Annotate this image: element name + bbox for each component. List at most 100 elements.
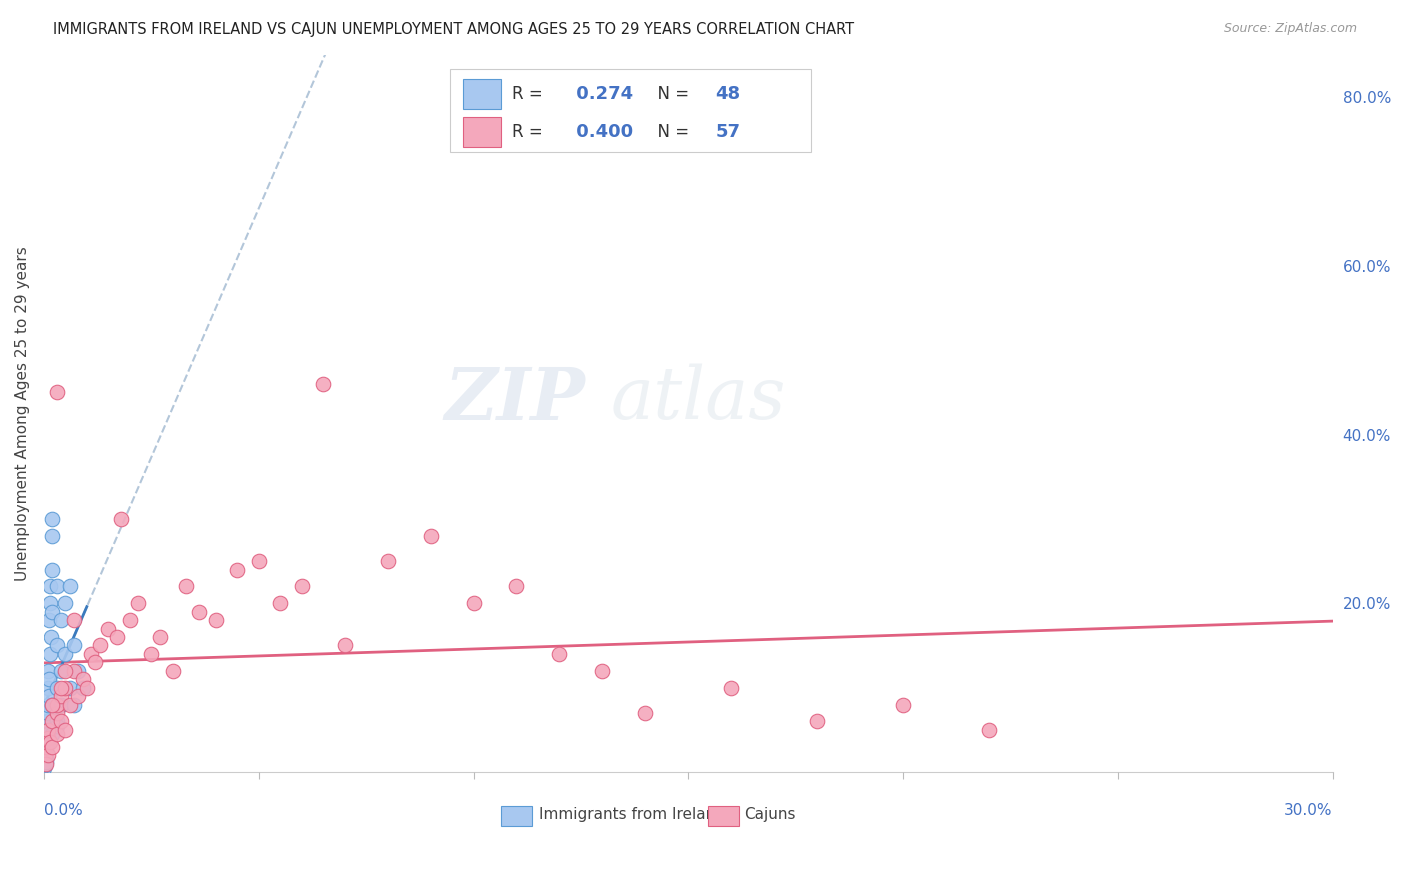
Text: Immigrants from Ireland: Immigrants from Ireland <box>538 807 725 822</box>
Point <box>45 727 67 741</box>
Point <box>35 731 58 746</box>
Point <box>38 689 60 703</box>
Point <box>41 512 63 526</box>
Text: R =: R = <box>512 123 548 141</box>
Point <box>37 706 59 720</box>
Point <box>41 605 63 619</box>
Point <box>41 739 63 754</box>
Point <box>63 613 86 627</box>
Point <box>37 748 59 763</box>
Point <box>34 756 56 771</box>
Point <box>45 639 67 653</box>
Point <box>37 681 59 695</box>
Point <box>312 377 335 392</box>
Point <box>67 664 90 678</box>
Point <box>977 723 1000 737</box>
Bar <box>463 78 502 109</box>
Point <box>720 681 742 695</box>
Point <box>37 664 59 678</box>
Point <box>38 672 60 686</box>
Point <box>63 664 86 678</box>
Point <box>45 714 67 729</box>
Point <box>39 630 62 644</box>
Point <box>72 672 94 686</box>
Point <box>41 698 63 712</box>
Point <box>53 723 76 737</box>
Point <box>37 723 59 737</box>
Point <box>110 512 132 526</box>
Point <box>49 714 72 729</box>
Point <box>591 664 613 678</box>
Point <box>505 579 527 593</box>
Point <box>333 639 356 653</box>
Point <box>97 622 120 636</box>
Point <box>127 596 149 610</box>
Point <box>41 529 63 543</box>
Point <box>84 656 107 670</box>
Point <box>49 698 72 712</box>
Point <box>45 681 67 695</box>
Point <box>419 529 441 543</box>
Point <box>41 727 63 741</box>
Point <box>35 739 58 754</box>
Text: Source: ZipAtlas.com: Source: ZipAtlas.com <box>1223 22 1357 36</box>
Point <box>59 698 82 712</box>
Point <box>49 689 72 703</box>
Point <box>34 748 56 763</box>
Point <box>63 639 86 653</box>
Point <box>463 596 485 610</box>
Point <box>806 714 828 729</box>
Point <box>34 756 56 771</box>
Point <box>53 664 76 678</box>
Point <box>39 735 62 749</box>
Text: 0.400: 0.400 <box>569 123 633 141</box>
Point <box>37 731 59 746</box>
Point <box>174 579 197 593</box>
Text: 48: 48 <box>716 85 741 103</box>
Point <box>72 681 94 695</box>
Text: ZIP: ZIP <box>444 364 585 434</box>
Text: Cajuns: Cajuns <box>744 807 796 822</box>
Point <box>35 714 58 729</box>
Point <box>37 735 59 749</box>
Point <box>118 613 141 627</box>
Point <box>45 385 67 400</box>
Point <box>34 756 56 771</box>
Point <box>269 596 291 610</box>
Text: 0.0%: 0.0% <box>44 803 83 818</box>
Point <box>39 579 62 593</box>
Point <box>377 554 399 568</box>
Point <box>105 630 128 644</box>
Text: 30.0%: 30.0% <box>1284 803 1333 818</box>
Point <box>891 698 914 712</box>
Point <box>35 723 58 737</box>
Point <box>149 630 172 644</box>
Point <box>76 681 98 695</box>
Point <box>37 735 59 749</box>
Point <box>41 698 63 712</box>
Point <box>59 681 82 695</box>
Point <box>38 647 60 661</box>
Bar <box>502 805 533 826</box>
Point <box>34 752 56 766</box>
Point <box>53 681 76 695</box>
Point <box>53 647 76 661</box>
Point <box>89 639 111 653</box>
Point <box>204 613 226 627</box>
Bar <box>707 805 738 826</box>
Point <box>59 579 82 593</box>
Point <box>34 748 56 763</box>
Point <box>53 596 76 610</box>
Point <box>35 744 58 758</box>
Point <box>548 647 571 661</box>
Point <box>45 706 67 720</box>
Point <box>41 563 63 577</box>
Y-axis label: Unemployment Among Ages 25 to 29 years: Unemployment Among Ages 25 to 29 years <box>15 246 30 581</box>
Point <box>45 579 67 593</box>
Bar <box>463 117 502 147</box>
Point <box>35 739 58 754</box>
Point <box>247 554 270 568</box>
FancyBboxPatch shape <box>450 70 811 152</box>
Text: N =: N = <box>647 123 695 141</box>
Point <box>37 727 59 741</box>
